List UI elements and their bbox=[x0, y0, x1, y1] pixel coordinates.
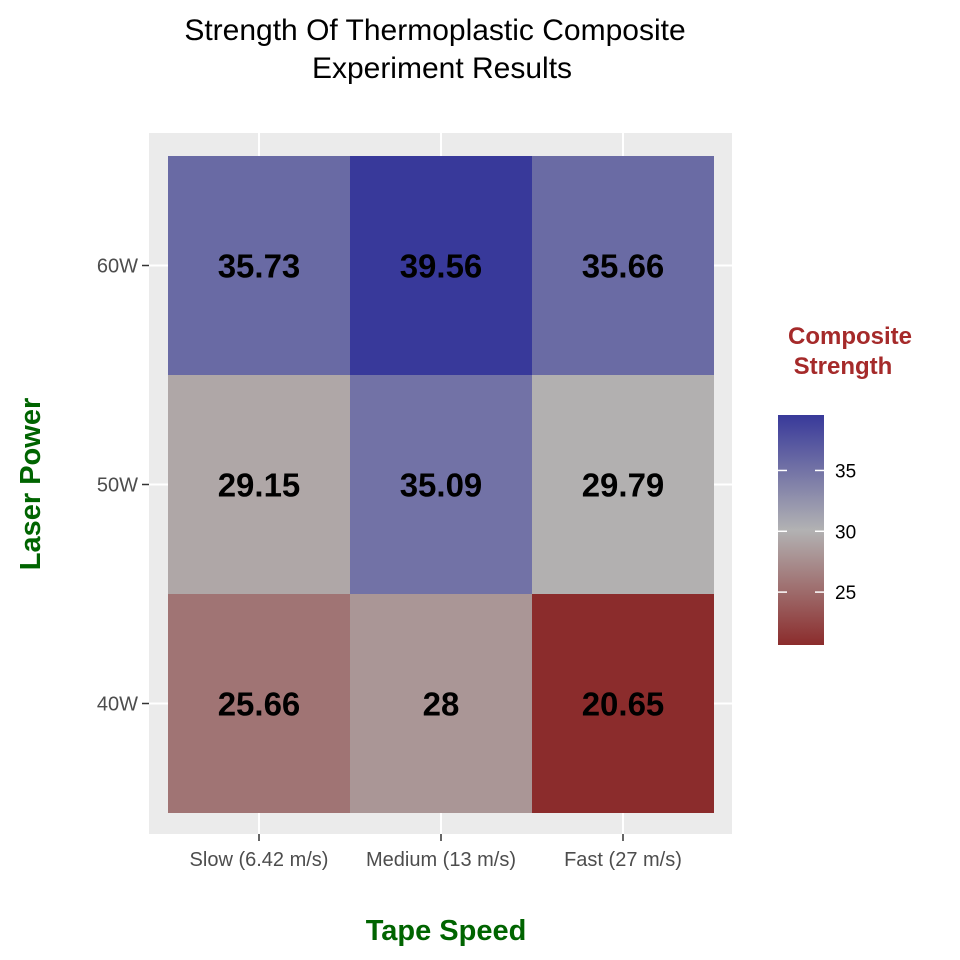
y-tick-label: 60W bbox=[97, 256, 138, 278]
cell-value-label: 25.66 bbox=[218, 686, 301, 723]
heatmap-cell bbox=[168, 375, 350, 594]
cell-labels: 35.73 39.56 35.66 29.15 35.09 29.79 25.66 28 20.… bbox=[218, 248, 665, 723]
heatmap-cell bbox=[168, 156, 350, 375]
legend-tick-label: 25 bbox=[835, 583, 856, 604]
y-axis-title: Laser Power bbox=[15, 398, 47, 570]
y-tick-label: 40W bbox=[97, 694, 138, 716]
cell-value-label: 29.15 bbox=[218, 467, 301, 504]
cell-value-label: 20.65 bbox=[582, 686, 665, 723]
x-tick-label: Fast (27 m/s) bbox=[564, 849, 682, 871]
legend-ticks: 25 30 35 bbox=[778, 461, 856, 604]
legend-title-line-1: Composite bbox=[788, 323, 912, 350]
cell-value-label: 35.66 bbox=[582, 248, 665, 285]
heatmap-cells bbox=[168, 156, 714, 813]
x-tick-label: Slow (6.42 m/s) bbox=[190, 849, 329, 871]
legend-tick-label: 30 bbox=[835, 522, 856, 543]
cell-value-label: 39.56 bbox=[400, 248, 483, 285]
heatmap-cell bbox=[532, 594, 714, 813]
heatmap-cell bbox=[350, 375, 532, 594]
chart-title-line-2: Experiment Results bbox=[312, 52, 572, 85]
heatmap-cell bbox=[350, 156, 532, 375]
y-axis: 40W 50W 60W bbox=[97, 256, 149, 716]
heatmap-cell bbox=[532, 156, 714, 375]
heatmap-cell bbox=[532, 375, 714, 594]
cell-value-label: 28 bbox=[423, 686, 460, 723]
chart-title-line-1: Strength Of Thermoplastic Composite bbox=[184, 14, 685, 47]
cell-value-label: 35.73 bbox=[218, 248, 301, 285]
heatmap-cell bbox=[350, 594, 532, 813]
legend-tick-label: 35 bbox=[835, 461, 856, 482]
x-axis: Slow (6.42 m/s) Medium (13 m/s) Fast (27 m… bbox=[190, 834, 682, 871]
x-tick-label: Medium (13 m/s) bbox=[366, 849, 516, 871]
x-axis-title: Tape Speed bbox=[366, 915, 527, 947]
cell-value-label: 35.09 bbox=[400, 467, 483, 504]
legend-title-line-2: Strength bbox=[794, 353, 893, 380]
heatmap-cell bbox=[168, 594, 350, 813]
y-tick-label: 50W bbox=[97, 475, 138, 497]
cell-value-label: 29.79 bbox=[582, 467, 665, 504]
legend-colorbar bbox=[778, 415, 824, 645]
